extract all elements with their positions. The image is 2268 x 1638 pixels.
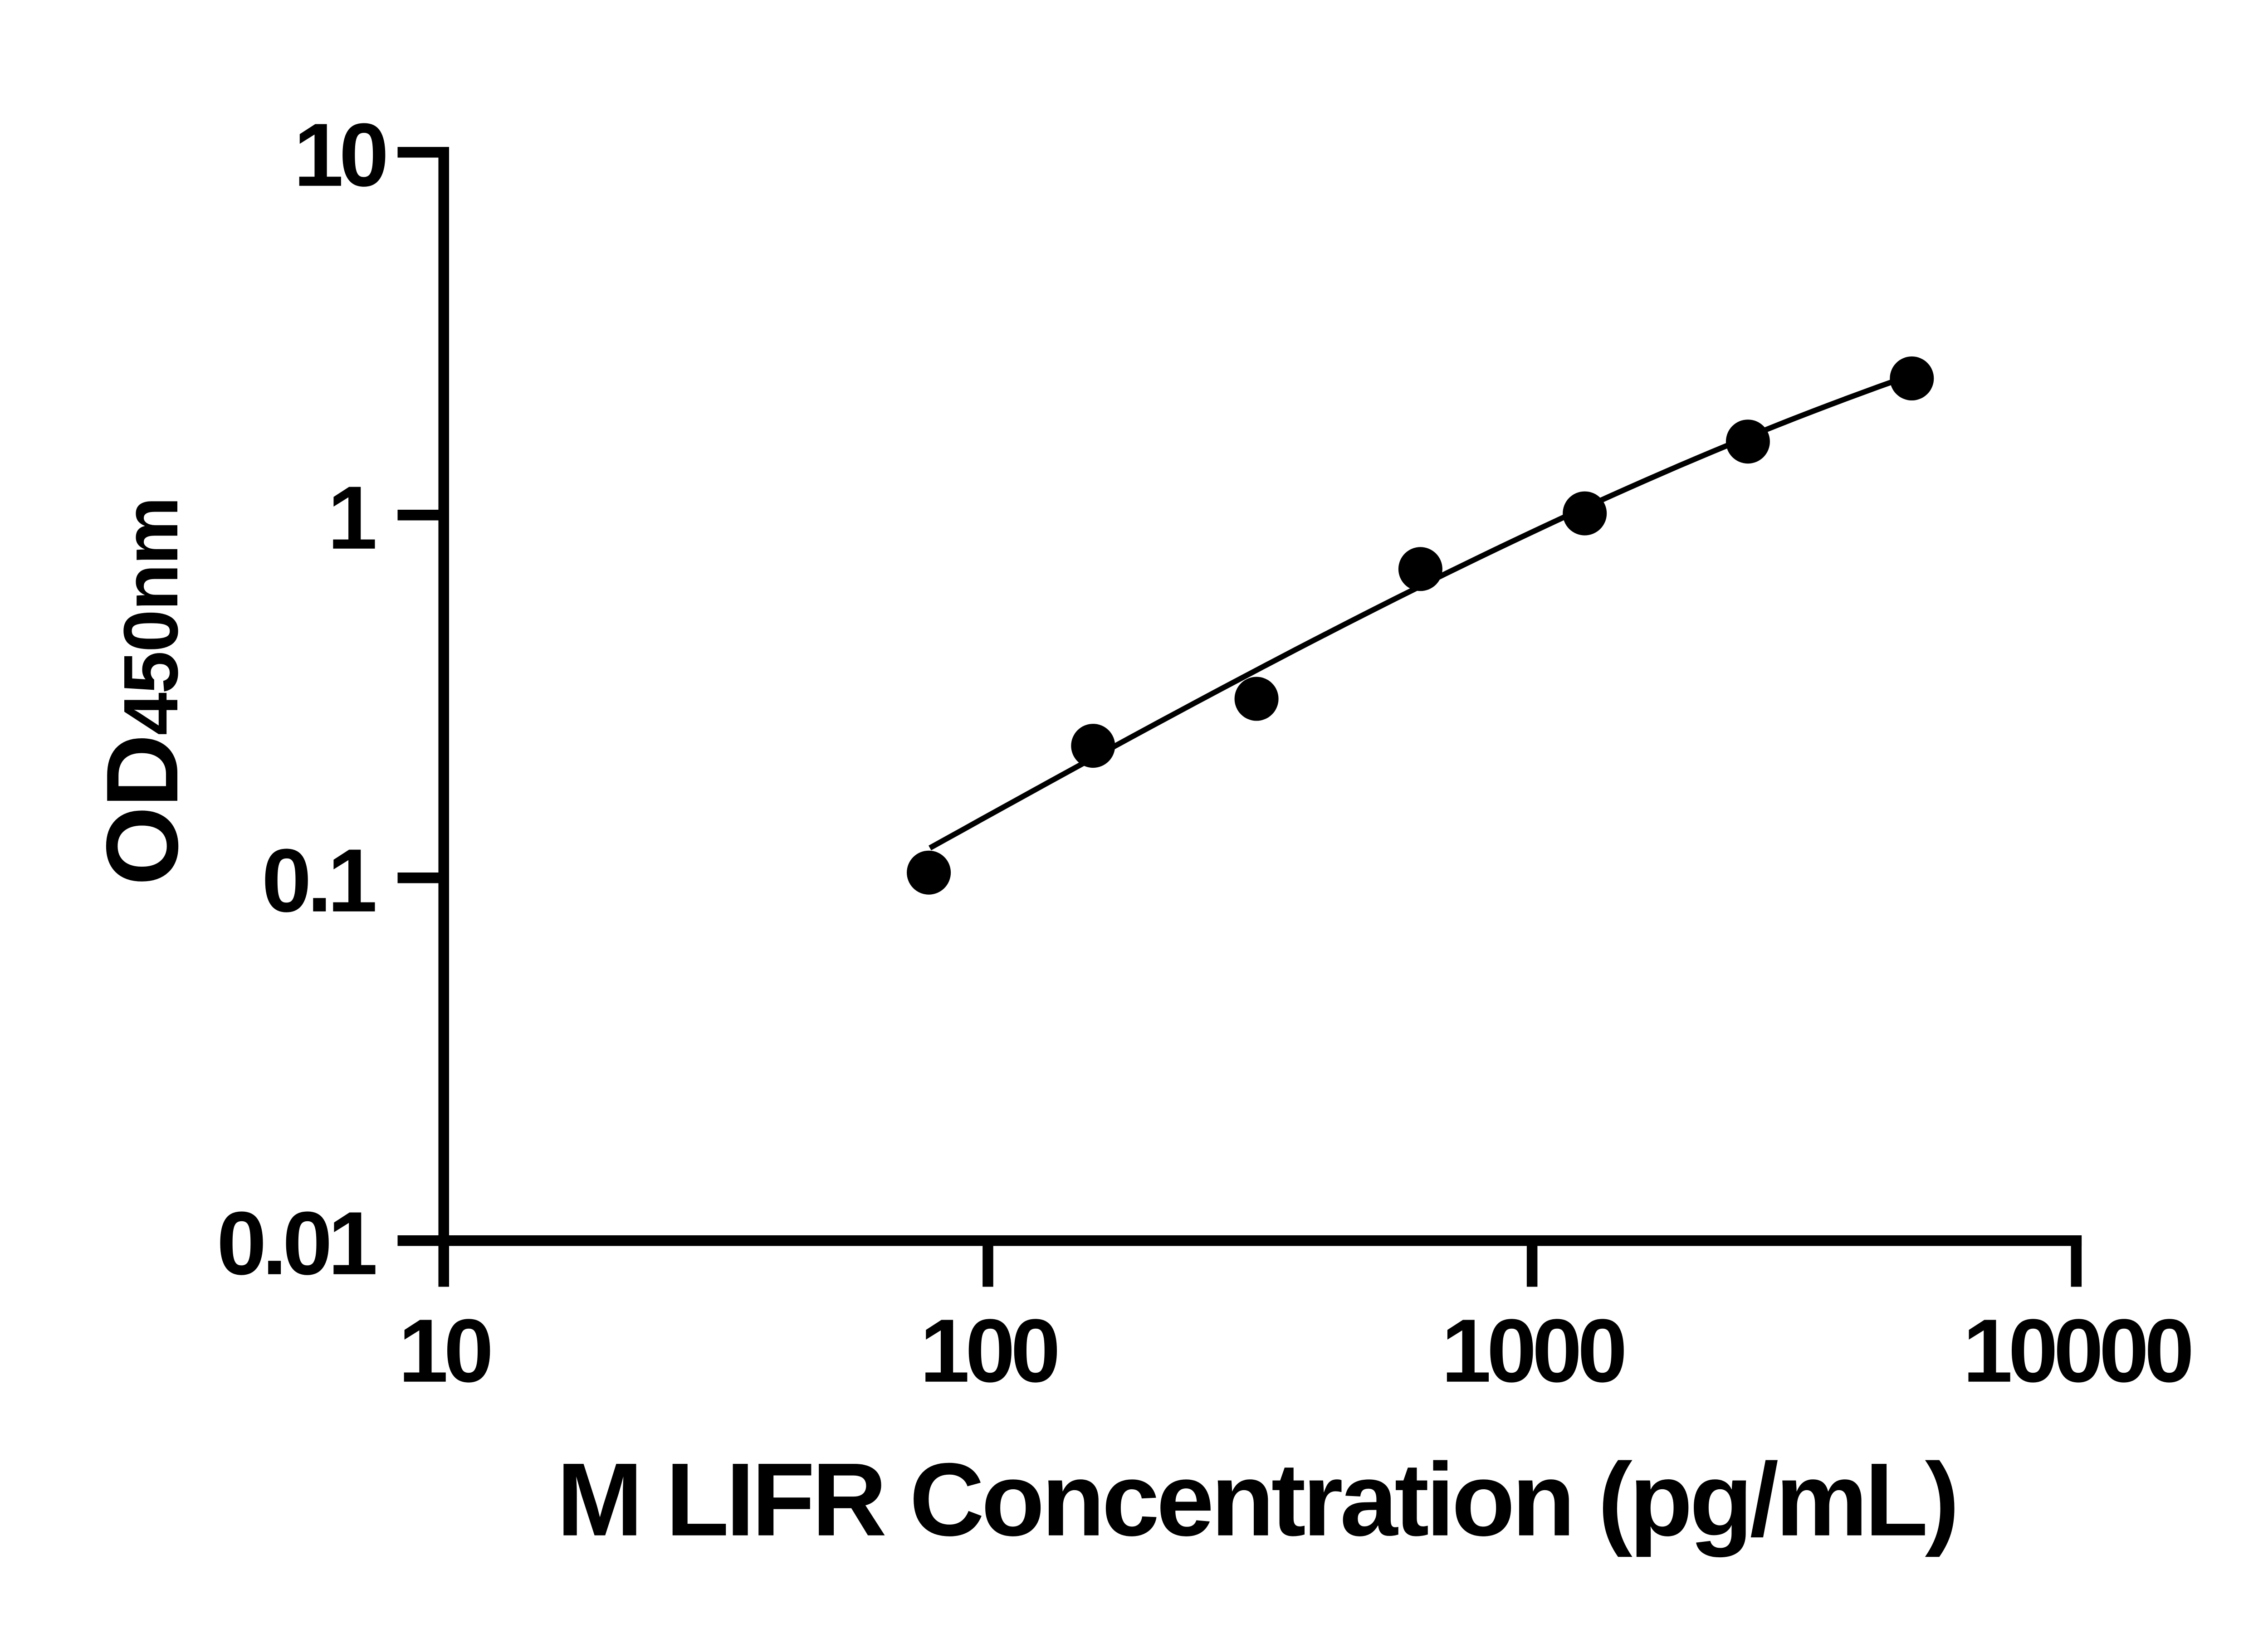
svg-text:0.1: 0.1 (262, 830, 375, 931)
svg-text:OD450nm: OD450nm (85, 498, 199, 886)
svg-text:10000: 10000 (1963, 1301, 2190, 1401)
svg-text:10: 10 (398, 1301, 490, 1401)
svg-text:10: 10 (293, 105, 385, 205)
svg-text:1: 1 (327, 468, 375, 568)
svg-text:0.01: 0.01 (217, 1193, 376, 1293)
svg-text:1000: 1000 (1441, 1301, 1623, 1401)
svg-text:M LIFR Concentration (pg/mL): M LIFR Concentration (pg/mL) (557, 1442, 1956, 1558)
svg-text:100: 100 (920, 1301, 1057, 1401)
